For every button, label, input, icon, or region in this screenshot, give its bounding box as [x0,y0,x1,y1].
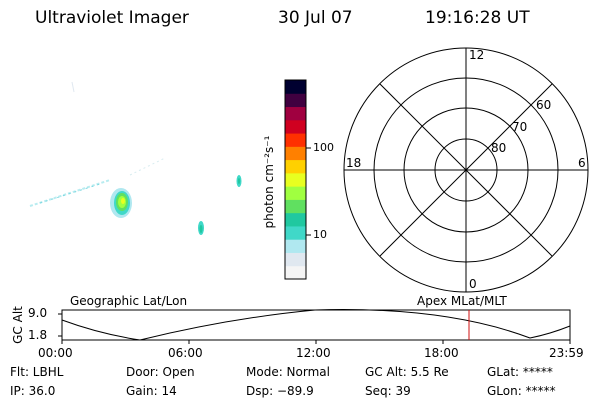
polar-label-lat-60: 60 [536,98,552,112]
timeline-y-min: 1.8 [28,328,48,342]
colorbar-segment [285,106,306,121]
status-ip: IP: 36.0 [10,384,56,398]
timeline-title-apex: Apex MLat/MLT [417,294,507,308]
timeline-y-max: 9.0 [28,306,48,320]
colorbar-segment [285,199,306,214]
colorbar-frame [284,79,307,280]
polar-label-mlt-12: 12 [469,48,485,62]
aurora-streak [29,81,166,207]
colorbar-label-100: 100 [313,141,334,154]
status-filter: Flt: LBHL [10,365,64,379]
auroral-image [29,81,242,235]
status-door: Door: Open [126,365,195,379]
status-dsp: Dsp: −89.9 [246,384,314,398]
polar-axis-diagonal-b [379,83,553,257]
colorbar-segment [285,133,306,147]
status-gc-alt: GC Alt: 5.5 Re [365,365,449,379]
colorbar-unit-label: photon cm⁻²s⁻¹ [262,135,276,229]
colorbar-segment [285,252,306,267]
timeline-frame [61,309,571,341]
colorbar [285,80,306,280]
polar-label-lat-80: 80 [491,141,507,155]
colorbar-segment [285,159,306,174]
colorbar-segment [285,172,306,187]
polar-label-mlt-18: 18 [346,156,362,170]
timeline-x-tick-1200: 12:00 [296,346,331,360]
timeline-x-tick-0000: 00:00 [38,346,73,360]
altitude-timeline [58,309,571,344]
time-label: 19:16:28 UT [425,8,530,28]
aurora-blob-secondary [198,175,242,235]
polar-label-lat-70: 70 [512,120,528,134]
polar-label-mlt-6: 6 [578,156,586,170]
timeline-x-tick-1800: 18:00 [424,346,459,360]
colorbar-segment [285,186,306,200]
colorbar-segment [285,265,306,280]
colorbar-segment [285,225,306,240]
polar-label-mlt-0: 0 [469,277,477,291]
colorbar-segment [285,80,306,94]
status-gain: Gain: 14 [126,384,177,398]
status-mode: Mode: Normal [246,365,330,379]
status-glat: GLat: ***** [487,365,553,379]
colorbar-segment [285,212,306,227]
colorbar-segment [285,239,306,253]
instrument-title: Ultraviolet Imager [35,8,189,28]
altitude-curve [61,309,571,341]
polar-plot [343,47,589,293]
timeline-title-geographic: Geographic Lat/Lon [70,294,188,308]
colorbar-segment [285,146,306,161]
colorbar-label-10: 10 [313,228,327,241]
colorbar-segment [285,119,306,134]
timeline-x-tick-0600: 06:00 [168,346,203,360]
status-glon: GLon: ***** [487,384,556,398]
colorbar-segment [285,93,306,108]
status-seq: Seq: 39 [365,384,411,398]
aurora-blob-main [110,188,132,218]
timeline-x-tick-2359: 23:59 [549,346,584,360]
date-label: 30 Jul 07 [278,8,353,28]
timeline-y-axis-label: GC Alt [11,306,25,344]
